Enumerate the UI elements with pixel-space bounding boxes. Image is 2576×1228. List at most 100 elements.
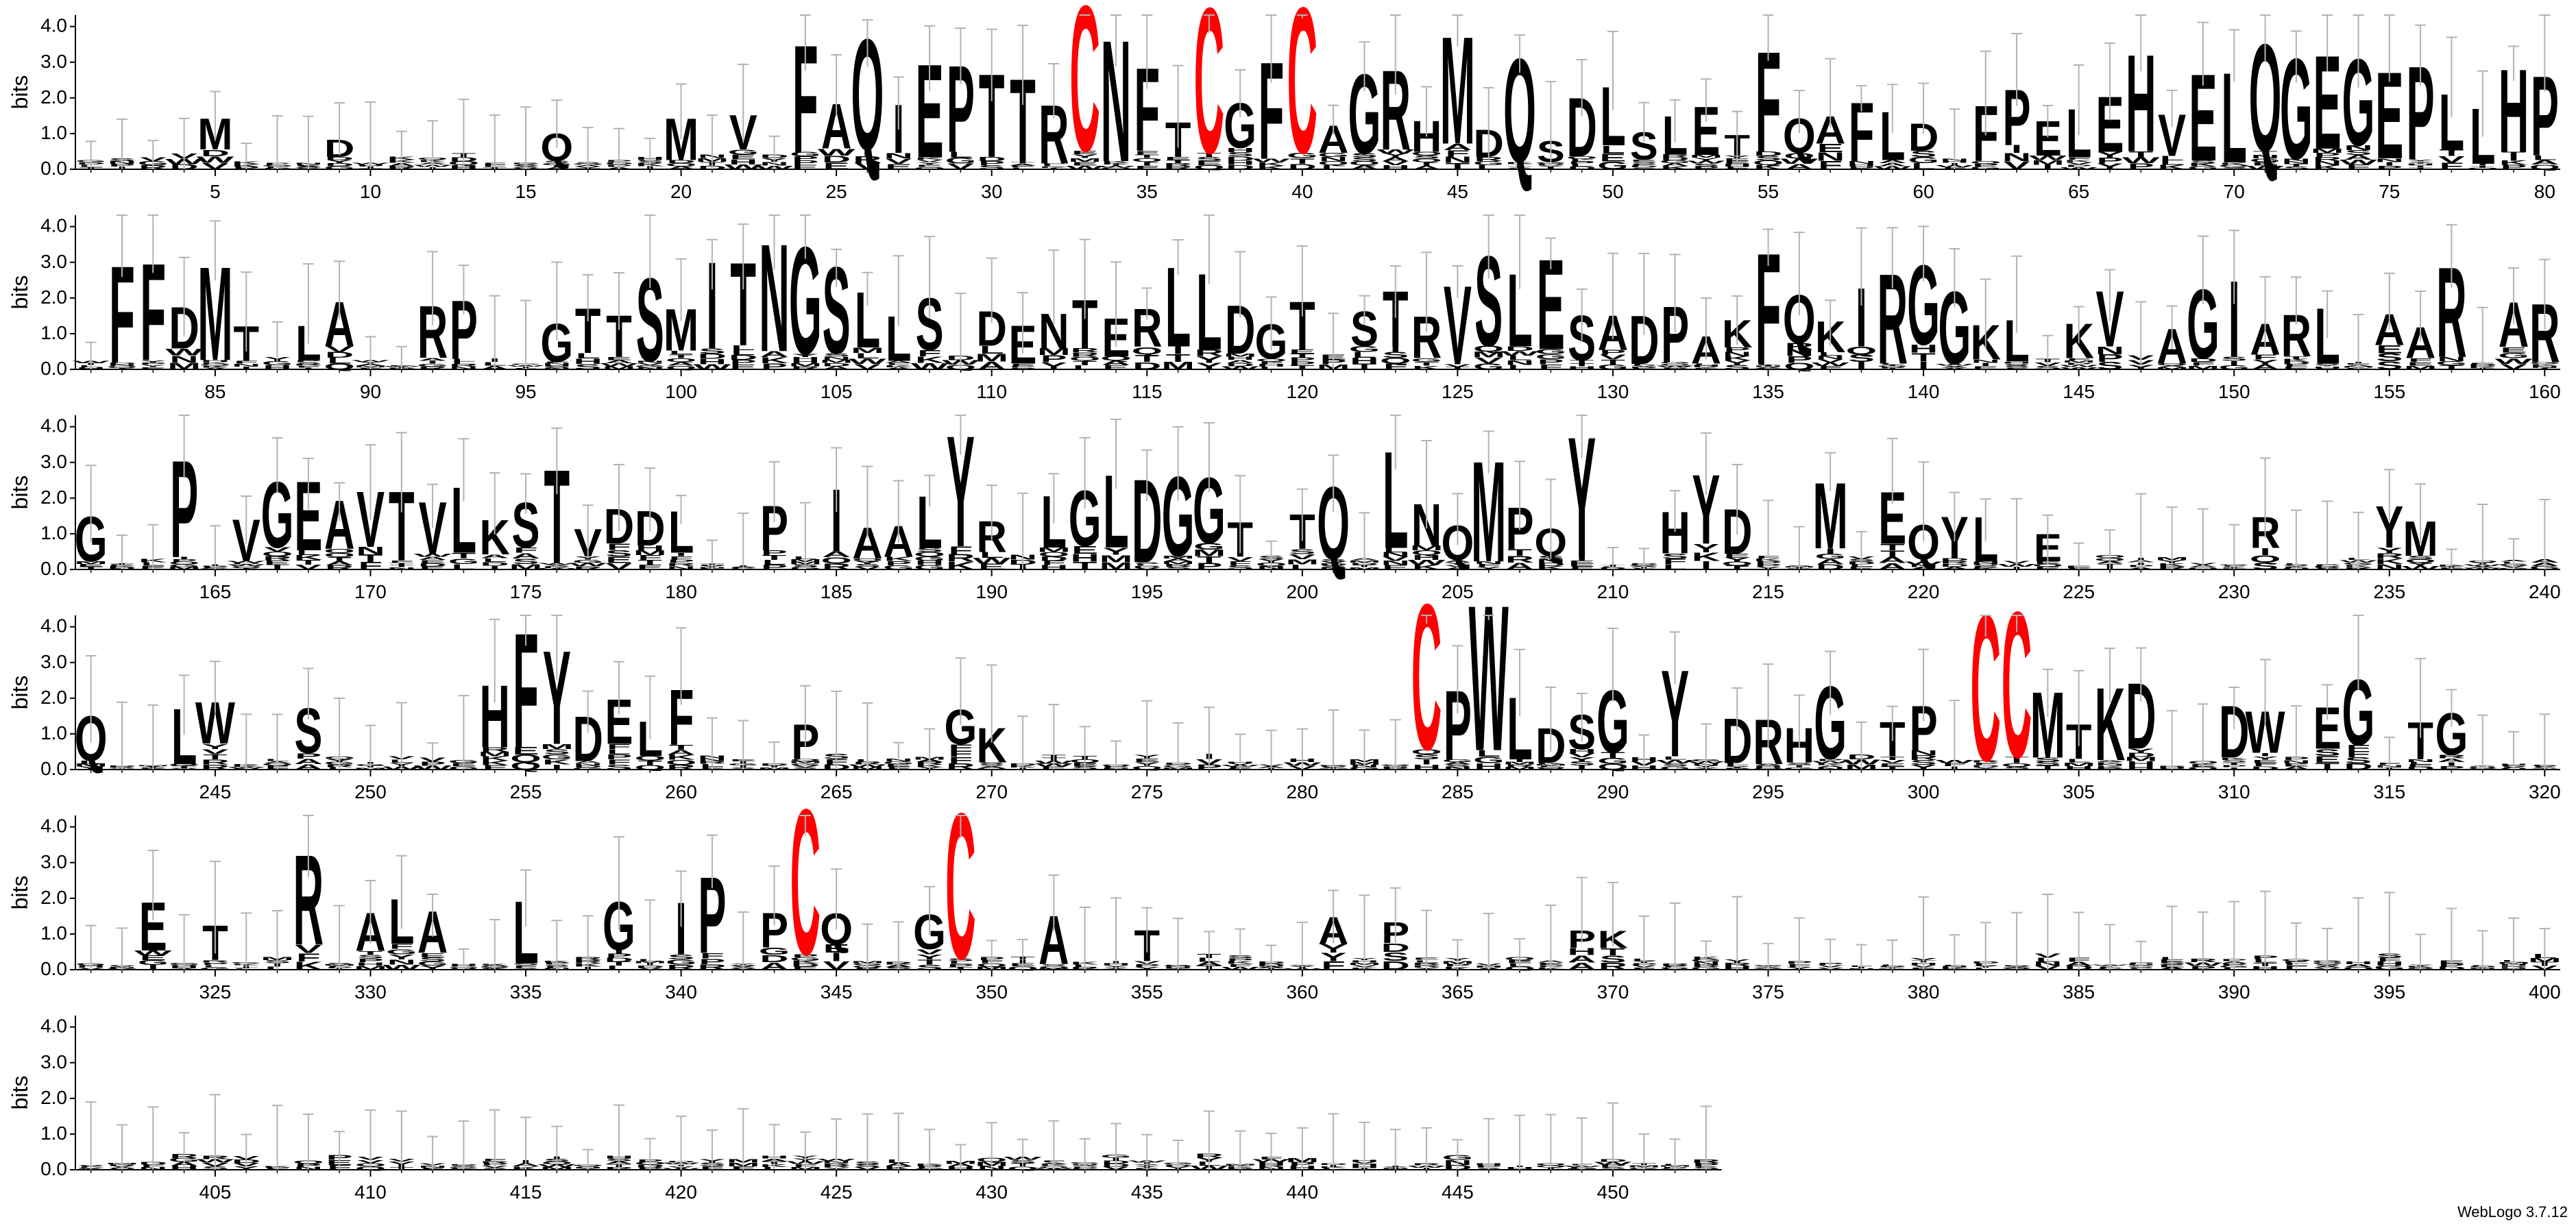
logo-letter-minor: W xyxy=(2340,158,2378,166)
logo-letter-minor: W xyxy=(911,361,949,371)
logo-letter-minor: Y xyxy=(1382,152,1409,158)
x-tick-label: 235 xyxy=(2373,581,2405,602)
logo-letter-minor: L xyxy=(731,344,755,352)
x-tick-label: 255 xyxy=(510,781,542,802)
logo-letter-minor: G xyxy=(1317,151,1348,158)
logo-letter-minor: T xyxy=(2128,149,2153,159)
x-tick-label: 450 xyxy=(1597,1181,1629,1203)
logo-letter-minor: S xyxy=(574,363,601,371)
logo-letter-minor: M xyxy=(2031,159,2065,166)
logo-letter-minor: W xyxy=(2122,156,2160,165)
logo-letter-minor: P xyxy=(761,362,788,371)
logo-letter-minor: D xyxy=(325,351,354,360)
logo-letter-minor: I xyxy=(303,367,314,370)
logo-letter-minor: E xyxy=(2252,161,2279,167)
x-tick-label: 310 xyxy=(2218,781,2250,802)
logo-letter-minor: H xyxy=(1226,160,1254,167)
logo-letter-minor: K xyxy=(2220,162,2248,165)
logo-letter-minor: N xyxy=(2250,154,2279,159)
y-axis-label: bits xyxy=(8,1076,32,1110)
logo-letter-minor: P xyxy=(730,358,757,366)
logo-letter-minor: F xyxy=(917,348,942,358)
logo-letter-minor: D xyxy=(1132,360,1161,371)
logo-letter-minor: Y xyxy=(2097,150,2124,159)
x-tick-label: 250 xyxy=(354,781,387,802)
logo-letter-minor: E xyxy=(1631,159,1657,162)
y-tick-label: 3.0 xyxy=(40,451,67,472)
logo-letter-minor: S xyxy=(1227,151,1254,158)
logo-letter-minor: V xyxy=(854,161,881,171)
logo-letter-minor: L xyxy=(1570,163,1594,167)
logo-row: 0.01.02.03.04.0bitsYMLQVYRDKETAMVTTGQL24… xyxy=(8,562,2561,805)
x-tick-label: 360 xyxy=(1286,981,1318,1003)
logo-letter-minor: W xyxy=(1780,157,1819,165)
logo-letter-minor: I xyxy=(862,148,873,158)
y-tick-label: 0.0 xyxy=(40,758,67,779)
logo-letter-minor: V xyxy=(326,345,353,354)
x-tick-label: 155 xyxy=(2373,381,2405,402)
logo-letter-minor: I xyxy=(551,164,562,168)
logo-letter-minor: D xyxy=(325,156,354,161)
logo-letter-minor: V xyxy=(947,162,974,171)
logo-letter-minor: D xyxy=(1288,162,1317,171)
x-tick-label: 335 xyxy=(510,981,542,1003)
logo-letter-minor: M xyxy=(1690,154,1723,159)
x-tick-label: 270 xyxy=(975,781,1008,802)
logo-letter-minor: L xyxy=(2160,155,2185,162)
logo-letter-minor: W xyxy=(1376,149,1415,155)
y-tick-label: 3.0 xyxy=(40,251,67,272)
logo-letter-minor: P xyxy=(140,362,167,365)
logo-letter: C xyxy=(790,767,821,998)
logo-letter-minor: W xyxy=(2029,154,2067,161)
logo-letter-minor: S xyxy=(1631,161,1657,164)
logo-letter-minor: V xyxy=(854,363,881,371)
x-tick-label: 45 xyxy=(1447,181,1468,202)
logo-letter-minor: Y xyxy=(792,353,818,358)
y-axis-label: bits xyxy=(8,75,32,110)
logo-letter-minor: W xyxy=(1687,160,1725,164)
logo-letter-minor: H xyxy=(698,358,727,366)
x-tick-label: 30 xyxy=(981,181,1002,202)
logo-letter-minor: M xyxy=(2311,147,2344,154)
x-tick-label: 415 xyxy=(510,1181,542,1203)
y-tick-label: 0.0 xyxy=(40,1158,67,1179)
logo-letter-minor: L xyxy=(1570,158,1594,162)
logo-letter-minor: H xyxy=(2406,163,2435,166)
logo-letter-minor: F xyxy=(545,361,570,364)
y-tick-label: 0.0 xyxy=(40,358,67,379)
x-tick-label: 165 xyxy=(199,581,232,602)
logo-letter-minor: E xyxy=(1724,160,1751,164)
logo-letter-minor: S xyxy=(1631,167,1657,169)
x-tick-label: 275 xyxy=(1131,781,1163,802)
logo-letter-minor: P xyxy=(1972,163,1999,167)
x-tick-label: 75 xyxy=(2379,181,2400,202)
logo-letter-minor: L xyxy=(2160,159,2185,166)
logo-letter-minor: G xyxy=(417,363,448,368)
logo-letter-minor: E xyxy=(1195,160,1222,167)
y-tick-label: 4.0 xyxy=(40,815,67,837)
logo-letter-minor: D xyxy=(1226,156,1254,162)
logo-letter-minor: Y xyxy=(1538,165,1564,168)
logo-letter-minor: D xyxy=(977,156,1006,162)
logo-letter-minor: T xyxy=(2408,165,2433,168)
logo-letter-minor: F xyxy=(1818,159,1843,172)
logo-letter-minor: S xyxy=(1692,162,1719,167)
logo-letter-minor: R xyxy=(1164,165,1193,170)
logo-row: 0.01.02.03.04.0bitsTLDGIPNSRGVDWV5VWDMPK… xyxy=(8,0,2560,202)
y-axis-label: bits xyxy=(8,275,32,310)
logo-letter-minor: P xyxy=(1041,354,1067,365)
logo-letter-minor: A xyxy=(1443,142,1472,151)
logo-letter-minor: F xyxy=(2440,161,2464,171)
logo-letter-minor: L xyxy=(731,349,755,356)
logo-letter-minor: I xyxy=(2042,164,2053,171)
x-tick-label: 40 xyxy=(1291,181,1313,202)
x-tick-label: 15 xyxy=(515,181,536,202)
logo-letter-minor: R xyxy=(1164,162,1193,167)
x-tick-label: 105 xyxy=(821,381,853,402)
logo-letter-minor: P xyxy=(792,160,818,167)
y-tick-label: 3.0 xyxy=(40,651,67,672)
logo-letter-minor: L xyxy=(452,361,476,365)
logo-letter-minor: A xyxy=(542,167,571,170)
logo-letter-minor: K xyxy=(1661,166,1690,171)
